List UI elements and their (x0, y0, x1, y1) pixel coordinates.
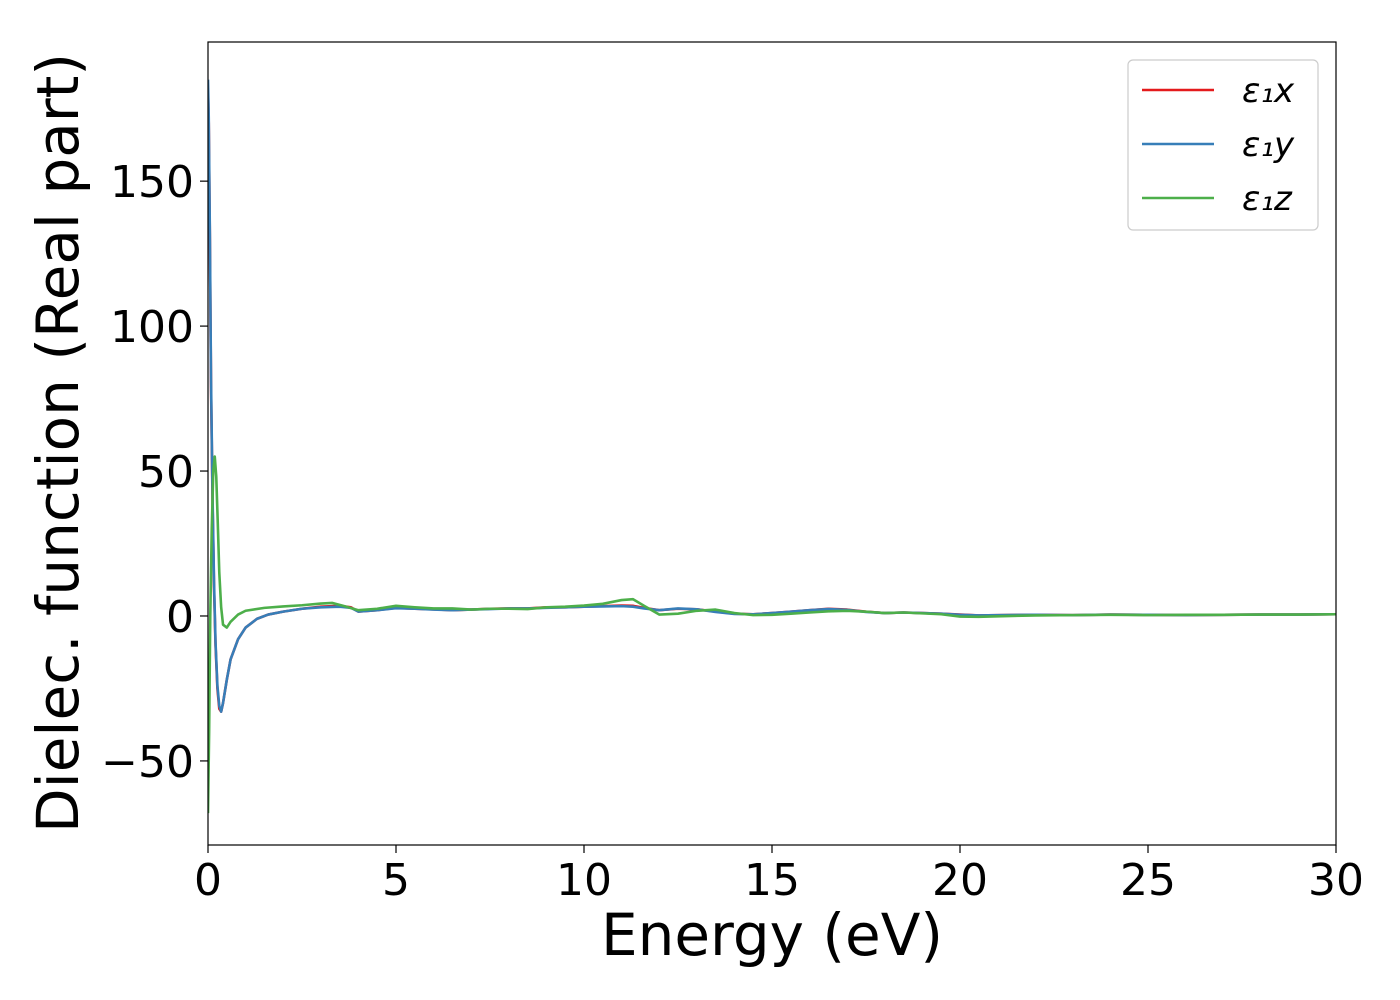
x-axis-title: Energy (eV) (601, 901, 943, 969)
legend-label-0: ε₁x (1242, 71, 1295, 111)
x-axis: 0 5 10 15 20 25 30 (194, 845, 1364, 906)
y-tick-label: 0 (166, 592, 194, 643)
y-tick-label: 50 (138, 447, 194, 498)
x-tick-label: 0 (194, 855, 222, 906)
y-tick-label: −50 (101, 737, 194, 788)
x-tick-label: 15 (744, 855, 800, 906)
x-tick-label: 30 (1308, 855, 1364, 906)
legend-label-2: ε₁z (1242, 179, 1293, 219)
y-tick-label: 150 (110, 157, 194, 208)
x-tick-label: 10 (556, 855, 612, 906)
y-axis-title: Dielec. function (Real part) (24, 53, 92, 833)
series-line-2 (208, 455, 1336, 814)
legend: ε₁x ε₁y ε₁z (1127, 59, 1319, 231)
legend-box (1127, 59, 1319, 231)
legend-label-1: ε₁y (1242, 125, 1295, 165)
series-layer (208, 79, 1336, 814)
y-tick-label: 100 (110, 302, 194, 353)
y-axis: −50 0 50 100 150 (101, 157, 208, 788)
x-tick-label: 5 (382, 855, 410, 906)
x-tick-label: 20 (932, 855, 988, 906)
x-tick-label: 25 (1120, 855, 1176, 906)
